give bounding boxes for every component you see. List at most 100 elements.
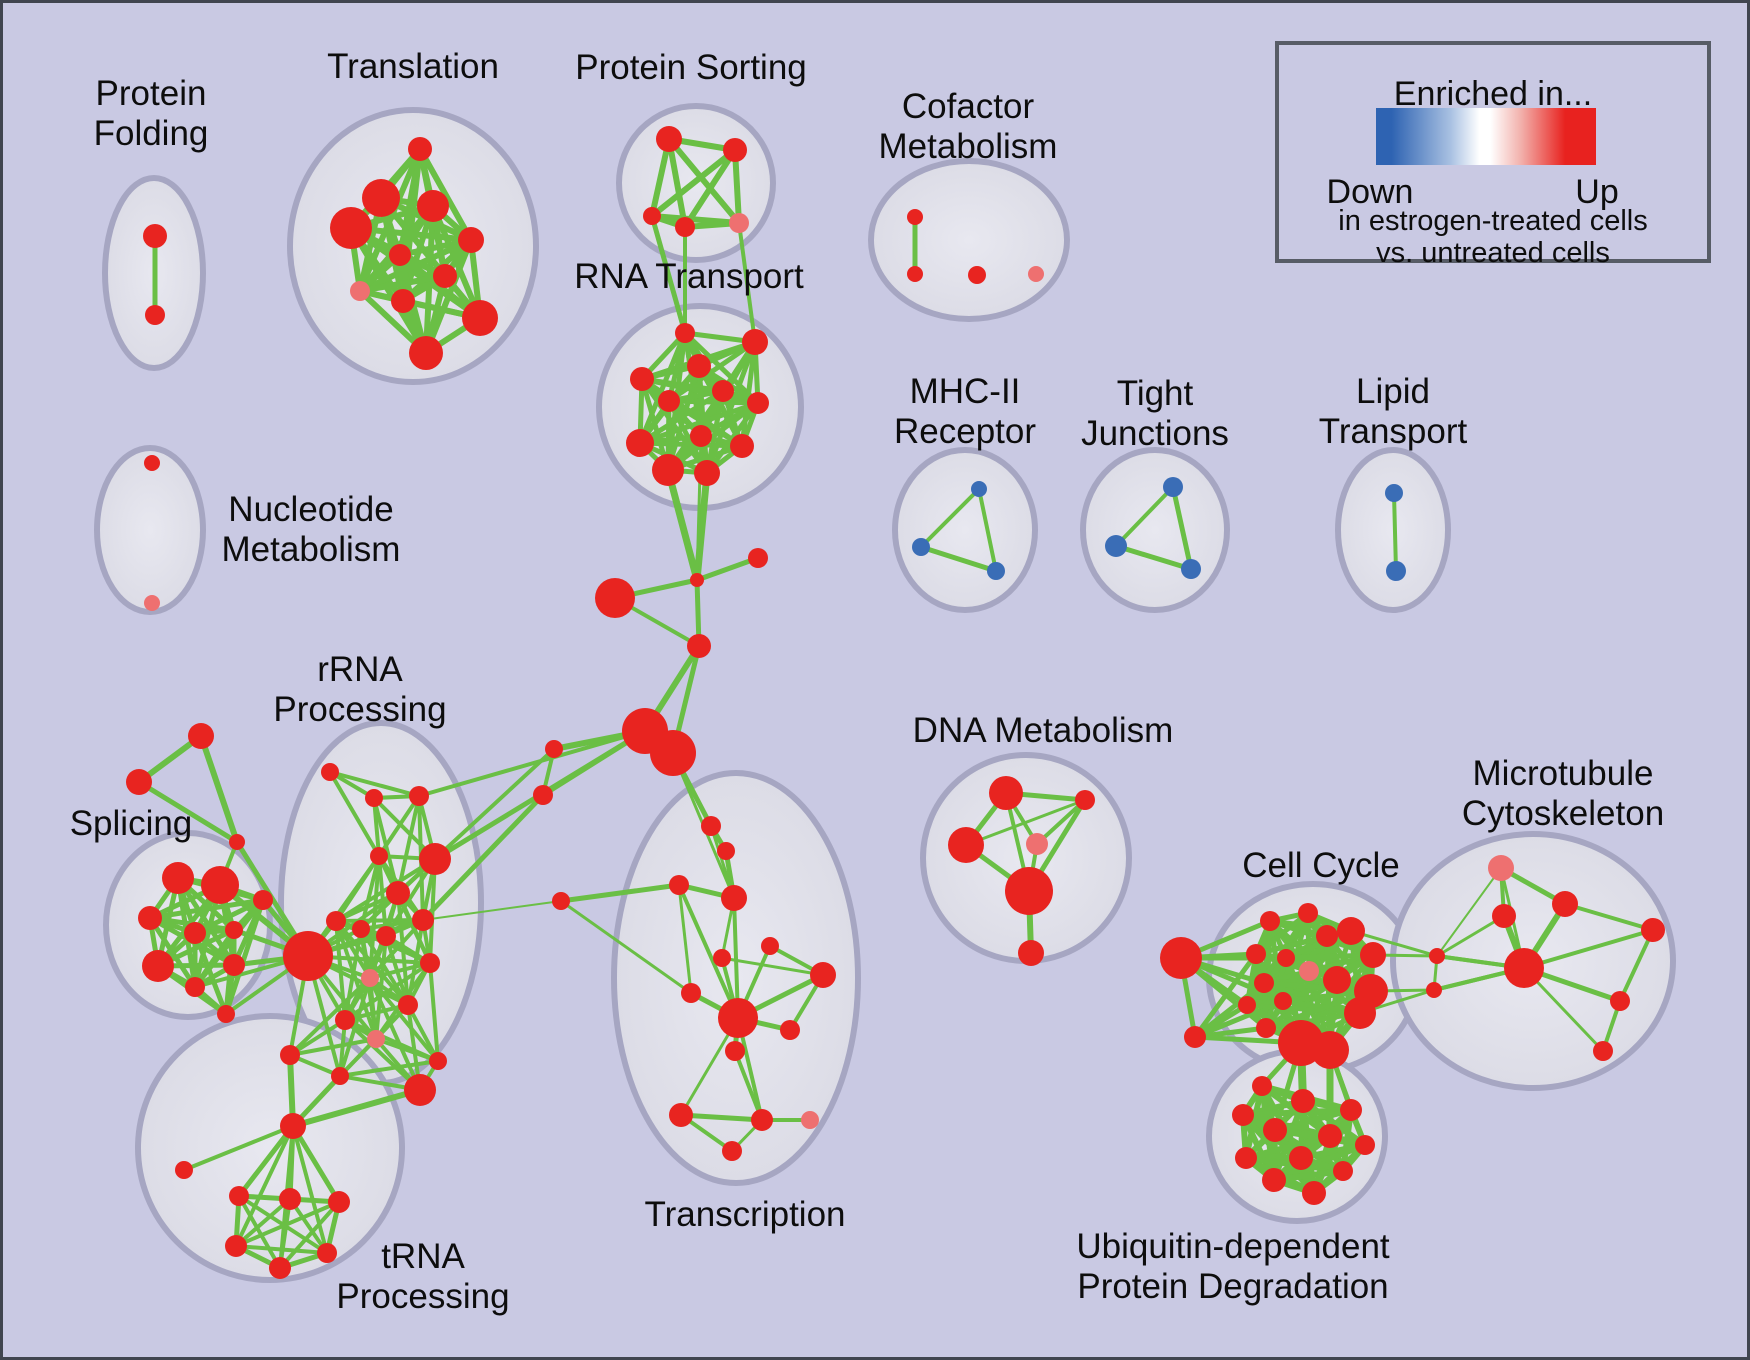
gene-set-node-cofactor-metabolism — [907, 266, 923, 282]
gene-set-node-rna-transport — [675, 323, 695, 343]
gene-set-node-ubiquitin — [1232, 1104, 1254, 1126]
edge-link — [290, 1087, 423, 1129]
gene-set-node-rrna-processing — [280, 1045, 300, 1065]
edge-ubiquitin — [1240, 1112, 1317, 1196]
edge-link — [420, 792, 546, 923]
gene-set-node-translation — [362, 179, 400, 217]
gene-set-node-nucleotide-metabolism — [144, 595, 160, 611]
gene-set-node-transcription — [780, 1020, 800, 1040]
edge-splicing-triangle — [198, 733, 240, 845]
cluster-label-tight-junctions: Junctions — [1081, 414, 1229, 453]
gene-set-node-transcription — [721, 885, 747, 911]
gene-set-node-rrna-processing — [361, 969, 379, 987]
cluster-label-rna-transport: RNA Transport — [574, 257, 804, 296]
edge-rrna-processing — [328, 770, 381, 858]
gene-set-node-transcription — [801, 1111, 819, 1129]
edge-tight-junctions — [1170, 484, 1194, 572]
gene-set-node-microtubule — [1429, 948, 1445, 964]
edge-rrna-processing — [396, 794, 421, 895]
gene-set-node-trna-processing — [269, 1257, 291, 1279]
gene-set-node-splicing — [201, 866, 239, 904]
gene-set-node-tight-junctions — [1163, 477, 1183, 497]
gene-set-node-cell-cycle — [1323, 966, 1351, 994]
gene-set-node-splicing — [142, 950, 174, 982]
gene-set-node-lipid-transport — [1385, 484, 1403, 502]
gene-set-node-backbone — [545, 740, 563, 758]
gene-set-node-dna-metabolism — [948, 827, 984, 863]
edge-link — [417, 729, 647, 798]
cluster-label-transcription: Transcription — [645, 1195, 846, 1234]
gene-set-node-protein-sorting — [656, 126, 682, 152]
edge-microtubule — [1522, 928, 1655, 970]
gene-set-node-cofactor-metabolism — [968, 266, 986, 284]
edge-rrna-processing — [288, 1018, 347, 1057]
cluster-label-tight-junctions: Tight — [1117, 374, 1194, 413]
gene-set-node-rrna-processing — [352, 920, 370, 938]
gene-set-node-cell-cycle — [1277, 949, 1295, 967]
gene-set-node-cell-cycle — [1160, 937, 1202, 979]
gene-set-node-cell-cycle — [1299, 961, 1319, 981]
cluster-label-cofactor: Cofactor — [902, 87, 1035, 126]
edge-microtubule — [1563, 902, 1655, 932]
gene-set-node-translation — [433, 264, 457, 288]
gene-set-node-rna-transport — [630, 367, 654, 391]
gene-set-node-rrna-processing — [365, 789, 383, 807]
gene-set-node-backbone — [533, 785, 553, 805]
gene-set-node-rna-transport — [694, 460, 720, 486]
edge-mhc-receptor — [918, 544, 999, 574]
gene-set-node-cell-cycle — [1274, 992, 1292, 1010]
gene-set-node-splicing — [162, 862, 194, 894]
gene-set-node-transcription — [718, 998, 758, 1038]
edge-splicing — [192, 897, 266, 936]
edge-translation — [417, 146, 474, 243]
gene-set-node-protein-sorting — [729, 213, 749, 233]
gene-set-node-splicing-triangle — [229, 834, 245, 850]
gene-set-node-translation — [462, 300, 498, 336]
gene-set-node-microtubule — [1504, 948, 1544, 988]
gene-set-node-cell-cycle — [1298, 903, 1318, 923]
gene-set-node-microtubule — [1641, 918, 1665, 942]
gene-set-node-cell-cycle — [1246, 944, 1266, 964]
gene-set-node-splicing — [217, 1005, 235, 1023]
gene-set-node-lipid-transport — [1386, 561, 1406, 581]
edge-link — [1435, 914, 1506, 958]
gene-set-node-protein-folding — [143, 224, 167, 248]
gene-set-node-trna-processing — [229, 1186, 249, 1206]
gene-set-node-splicing — [185, 977, 205, 997]
edge-rrna-processing — [377, 794, 421, 858]
edge-ubiquitin — [1243, 1133, 1333, 1161]
gene-set-node-ubiquitin — [1355, 1135, 1375, 1155]
edge-rrna-processing — [328, 770, 421, 798]
gene-set-node-cell-cycle — [1254, 973, 1274, 993]
edge-backbone — [694, 555, 761, 583]
gene-set-node-protein-sorting — [675, 217, 695, 237]
cluster-label-protein-folding: Folding — [94, 114, 209, 153]
edge-tight-junctions — [1114, 485, 1175, 548]
edge-rrna-processing — [406, 1003, 440, 1063]
gene-set-node-cofactor-metabolism — [907, 209, 923, 225]
edge-link — [737, 221, 757, 344]
gene-set-node-protein-sorting — [723, 138, 747, 162]
edge-cell-cycle — [1253, 910, 1311, 957]
gene-set-node-transcription — [810, 962, 836, 988]
edge-rna-transport — [704, 400, 761, 476]
gene-set-node-microtubule — [1552, 891, 1578, 917]
edge-translation — [348, 225, 429, 356]
gene-set-node-cell-cycle — [1337, 917, 1365, 945]
edge-trna-processing — [291, 1124, 329, 1255]
edge-link — [558, 882, 682, 904]
cluster-label-rrna: Processing — [273, 690, 446, 729]
edge-protein-sorting — [649, 147, 738, 219]
gene-set-node-transcription — [701, 816, 721, 836]
gene-set-node-rna-transport — [626, 429, 654, 457]
gene-set-node-translation — [389, 244, 411, 266]
edge-trna-processing — [234, 1197, 292, 1248]
edge-link — [664, 466, 701, 584]
edge-rna-transport — [637, 330, 688, 446]
gene-set-node-ubiquitin — [1340, 1099, 1362, 1121]
gene-set-node-microtubule — [1610, 991, 1630, 1011]
edge-microtubule — [1618, 928, 1655, 1003]
cluster-label-protein-sorting: Protein Sorting — [575, 48, 807, 87]
gene-set-node-trna-processing — [225, 1235, 247, 1257]
